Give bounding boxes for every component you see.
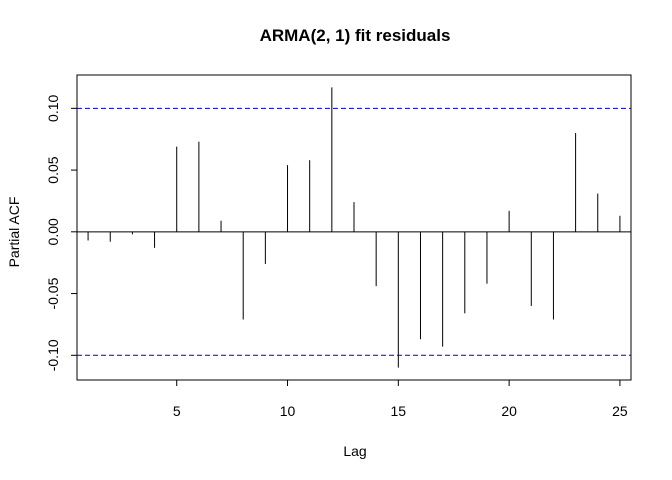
y-tick-label: 0.00 — [45, 218, 61, 245]
x-tick-label: 15 — [391, 403, 407, 419]
x-tick-label: 10 — [280, 403, 296, 419]
chart-title: ARMA(2, 1) fit residuals — [260, 26, 451, 45]
y-tick-label: -0.10 — [45, 339, 61, 371]
bars-layer — [87, 87, 621, 368]
y-tick-label: -0.05 — [45, 277, 61, 309]
x-axis-label: Lag — [343, 443, 366, 459]
x-tick-label: 25 — [612, 403, 628, 419]
y-tick-label: 0.05 — [45, 156, 61, 183]
x-axis: 5 10 15 20 25 — [173, 380, 628, 419]
y-axis-label: Partial ACF — [6, 197, 22, 268]
reference-lines — [77, 107, 631, 356]
plot-area-frame — [76, 74, 632, 381]
y-axis: -0.10 -0.05 0.00 0.05 0.10 — [45, 95, 77, 371]
x-tick-label: 5 — [173, 403, 181, 419]
x-tick-label: 20 — [501, 403, 517, 419]
y-tick-label: 0.10 — [45, 95, 61, 122]
